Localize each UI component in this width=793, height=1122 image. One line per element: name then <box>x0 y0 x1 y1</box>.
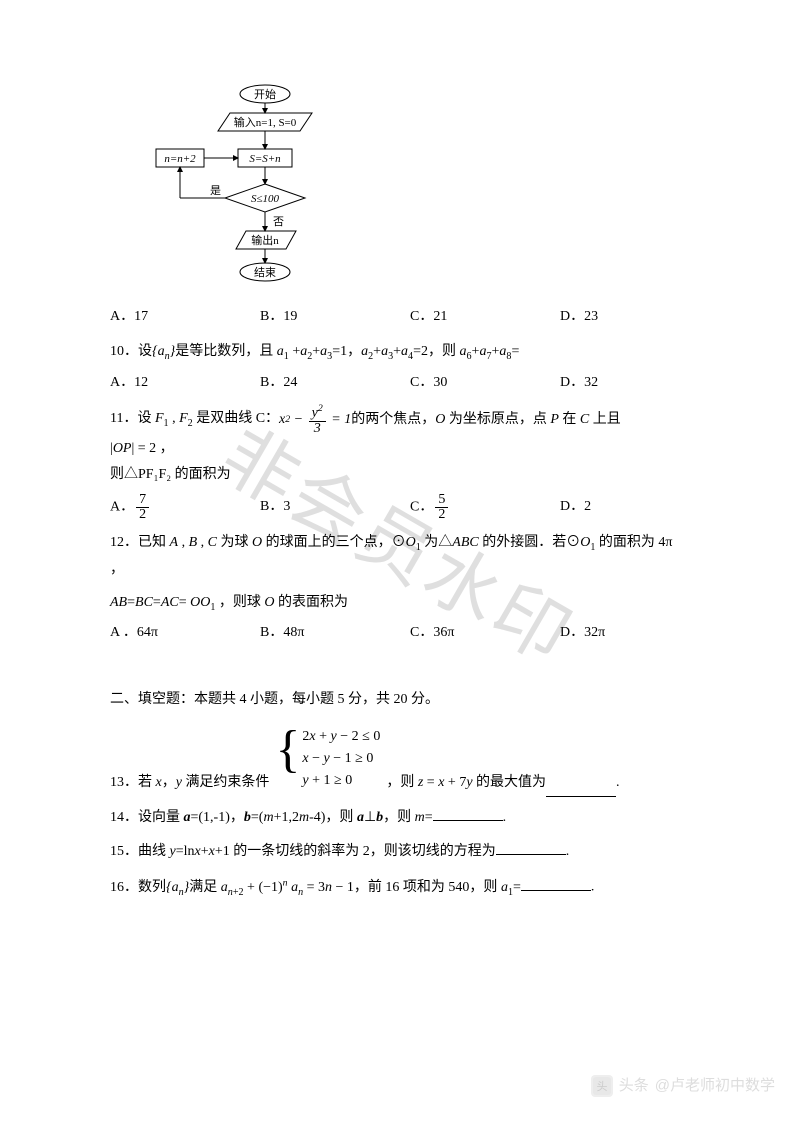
q16: 16．数列{an}满足 an+2 + (−1)n an = 3n − 1，前 1… <box>110 874 683 902</box>
q16-period: . <box>591 880 595 895</box>
q13-prefix: 13．若 x，y 满足约束条件 <box>110 770 269 797</box>
q15: 15．曲线 y=lnx+x+1 的一条切线的斜率为 2，则该切线的方程为. <box>110 839 683 866</box>
flow-decision-label: S≤100 <box>251 193 280 205</box>
q11-opt-b: B．3 <box>260 494 410 521</box>
flow-start-label: 开始 <box>254 87 276 101</box>
q13-suffix: ，则 z = x + 7y 的最大值为 <box>386 770 546 797</box>
q11-abs: |OP| = 2 ， <box>110 436 174 463</box>
flow-output-label: 输出n <box>251 233 279 247</box>
svg-text:头: 头 <box>596 1080 607 1093</box>
q15-period: . <box>566 844 570 859</box>
q11-opt-d: D．2 <box>560 494 591 521</box>
q11-equation: x2 − y23 = 1 <box>279 404 351 436</box>
q9-opt-a: A．17 <box>110 304 260 331</box>
flow-input-label: 输入n=1, S=0 <box>234 115 297 129</box>
q10-stem-prefix: 10．设 <box>110 339 152 366</box>
flow-proc1-label: S=S+n <box>249 153 281 165</box>
q12-opt-a: A ．64π <box>110 620 260 647</box>
q10-opt-d: D．32 <box>560 370 598 397</box>
q13-blank <box>546 783 616 797</box>
q11-opt-c: C．52 <box>410 493 560 522</box>
q16-blank <box>521 877 591 891</box>
q12-line1: 12．已知 A , B , C 为球 O 的球面上的三个点，⊙O1 为△ABC … <box>110 530 683 584</box>
q11-suffix: 的两个焦点，O 为坐标原点，点 P 在 C 上且 <box>351 407 621 434</box>
q10-seq: {an} <box>152 339 175 366</box>
q11-line2: 则△PF₁F₂ 的面积为 <box>110 462 683 489</box>
q15-text: 15．曲线 y=lnx+x+1 的一条切线的斜率为 2，则该切线的方程为 <box>110 844 496 859</box>
flow-proc2-label: n=n+2 <box>164 153 196 165</box>
q13-case2: x − y − 1 ≥ 0 <box>302 748 380 770</box>
q12-opt-c: C．36π <box>410 620 560 647</box>
flow-yes-label: 是 <box>210 184 221 197</box>
q14-period: . <box>503 810 507 825</box>
q9-opt-b: B．19 <box>260 304 410 331</box>
q12-opt-b: B．48π <box>260 620 410 647</box>
q14: 14．设向量 a=(1,-1)，b=(m+1,2m-4)，则 a⊥b，则 m=. <box>110 805 683 832</box>
q12-opt-d: D．32π <box>560 620 605 647</box>
q13-case3: y + 1 ≥ 0 <box>302 770 380 792</box>
q12: 12．已知 A , B , C 为球 O 的球面上的三个点，⊙O1 为△ABC … <box>110 530 683 647</box>
flow-no-label: 否 <box>273 216 284 228</box>
q10-opt-c: C．30 <box>410 370 560 397</box>
q10-opt-b: B．24 <box>260 370 410 397</box>
q11-prefix: 11．设 F1 , F2 是双曲线 C： <box>110 406 279 433</box>
footer-credit: 头 头条 @卢老师初中数学 <box>591 1072 775 1101</box>
q13-cases: { 2x + y − 2 ≤ 0 x − y − 1 ≥ 0 y + 1 ≥ 0 <box>275 726 380 793</box>
page-content: 开始 输入n=1, S=0 S=S+n S≤100 是 n=n+2 <box>110 80 683 902</box>
q11-opt-a: A．72 <box>110 493 260 522</box>
q13: 13．若 x，y 满足约束条件 { 2x + y − 2 ≤ 0 x − y −… <box>110 722 683 797</box>
q12-line2: AB=BC=AC= OO1 ，则球 O 的表面积为 <box>110 590 683 617</box>
section2-title: 二、填空题：本题共 4 小题，每小题 5 分，共 20 分。 <box>110 687 683 714</box>
q9-opt-c: C．21 <box>410 304 560 331</box>
q11: 11．设 F1 , F2 是双曲线 C： x2 − y23 = 1 的两个焦点，… <box>110 404 683 522</box>
footer-prefix: 头条 <box>619 1072 649 1101</box>
q9-opt-d: D．23 <box>560 304 598 331</box>
q14-blank <box>433 807 503 821</box>
q10-opt-a: A．12 <box>110 370 260 397</box>
toutiao-logo-icon: 头 <box>591 1075 613 1097</box>
q10: 10．设 {an} 是等比数列，且 a1 +a2+a3=1，a2+a3+a4=2… <box>110 339 683 397</box>
q13-period: . <box>616 770 620 797</box>
q16-text: 16．数列{an}满足 an+2 + (−1)n an = 3n − 1，前 1… <box>110 880 521 895</box>
q10-stem-body: 是等比数列，且 a1 +a2+a3=1，a2+a3+a4=2，则 a6+a7+a… <box>175 339 519 366</box>
q13-case1: 2x + y − 2 ≤ 0 <box>302 726 380 748</box>
q15-blank <box>496 841 566 855</box>
flowchart-figure: 开始 输入n=1, S=0 S=S+n S≤100 是 n=n+2 <box>150 80 683 292</box>
q9-options: A．17 B．19 C．21 D．23 <box>110 304 683 331</box>
q14-text: 14．设向量 a=(1,-1)，b=(m+1,2m-4)，则 a⊥b，则 m= <box>110 810 433 825</box>
footer-author: @卢老师初中数学 <box>655 1072 775 1101</box>
flow-end-label: 结束 <box>254 266 276 279</box>
